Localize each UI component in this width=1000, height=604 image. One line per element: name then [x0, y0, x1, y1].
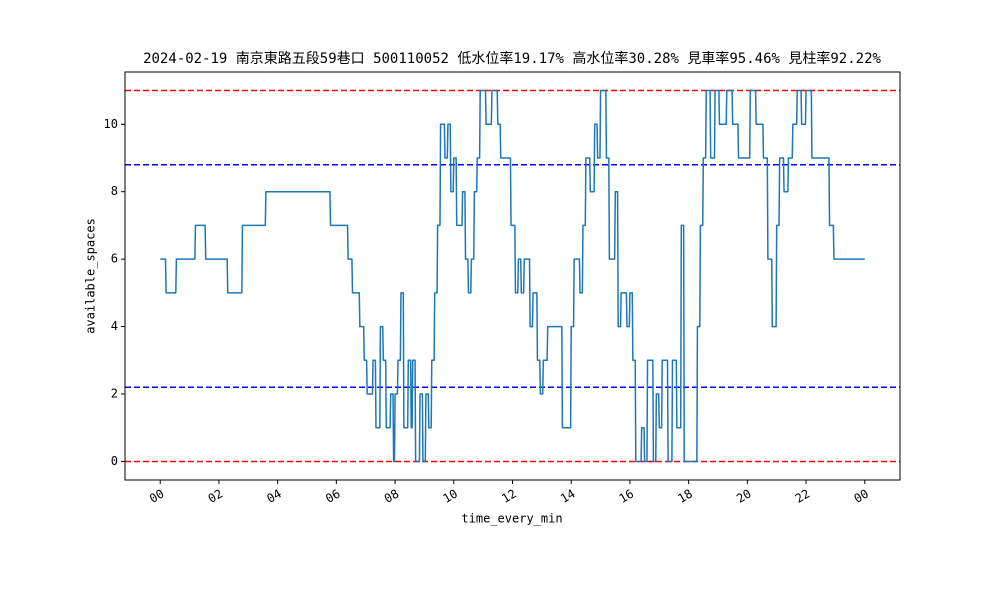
- x-tick-label: 10: [441, 487, 461, 506]
- y-tick-label: 0: [111, 454, 118, 468]
- y-tick-label: 4: [111, 319, 118, 333]
- y-axis-label: available_spaces: [84, 218, 98, 334]
- data-line: [160, 89, 865, 463]
- x-tick-label: 06: [323, 487, 343, 506]
- x-tick-label: 00: [852, 487, 872, 506]
- x-tick-label: 12: [499, 487, 519, 506]
- x-tick-label: 20: [734, 487, 754, 506]
- x-tick-label: 00: [147, 487, 167, 506]
- x-tick-label: 14: [558, 487, 578, 506]
- chart-title: 2024-02-19 南京東路五段59巷口 500110052 低水位率19.1…: [143, 50, 881, 67]
- x-tick-label: 18: [675, 487, 695, 506]
- x-axis-label: time_every_min: [461, 512, 562, 526]
- y-tick-label: 8: [111, 184, 118, 198]
- y-tick-label: 2: [111, 387, 118, 401]
- x-tick-label: 04: [264, 487, 284, 506]
- y-tick-label: 10: [104, 117, 118, 131]
- x-tick-label: 16: [617, 487, 637, 506]
- plot-frame: [124, 71, 901, 481]
- y-tick-label: 6: [111, 252, 118, 266]
- x-tick-label: 22: [793, 487, 813, 506]
- x-tick-label: 08: [382, 487, 402, 506]
- x-tick-label: 02: [206, 487, 226, 506]
